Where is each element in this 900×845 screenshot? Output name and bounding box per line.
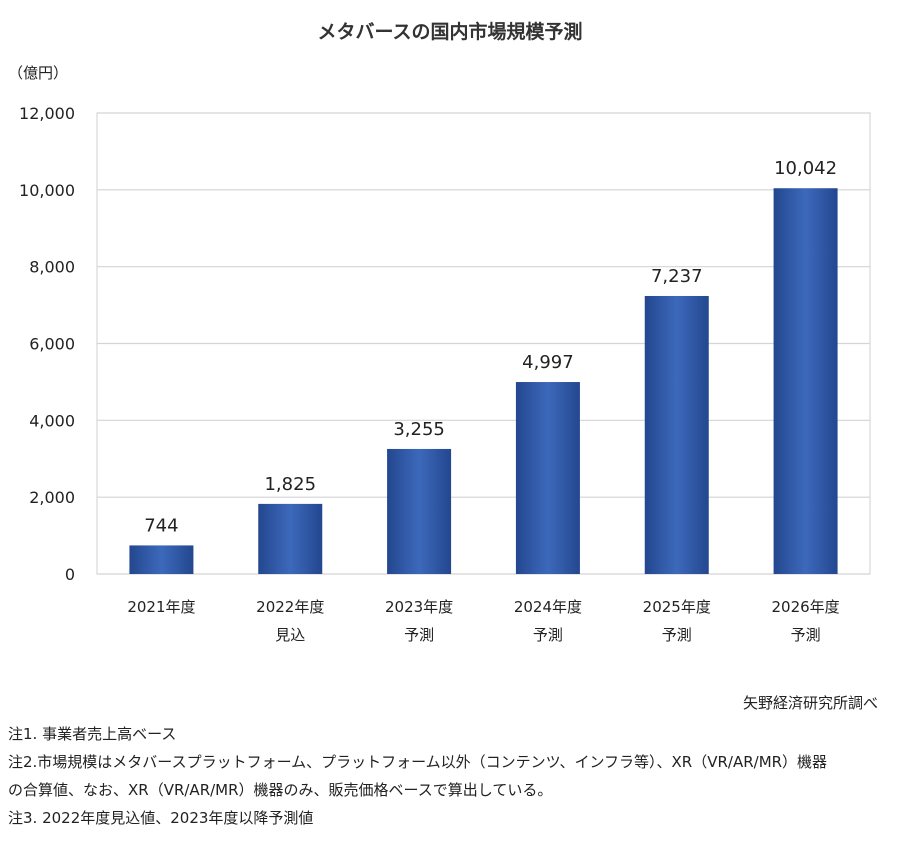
bar xyxy=(258,503,323,574)
bar xyxy=(515,382,580,574)
y-tick-label: 0 xyxy=(65,565,75,584)
note-3: 注3. 2022年度見込値、2023年度以降予測値 xyxy=(8,809,314,827)
y-tick-label: 8,000 xyxy=(29,258,75,277)
bar xyxy=(129,545,194,574)
x-tick-sublabel: 予測 xyxy=(791,626,821,644)
x-tick-label: 2025年度 xyxy=(643,598,711,616)
data-label: 10,042 xyxy=(774,158,837,179)
x-tick-sublabel: 予測 xyxy=(404,626,434,644)
data-label: 3,255 xyxy=(393,419,445,440)
x-tick-sublabel: 見込 xyxy=(275,626,305,644)
note-2-cont: の合算値、なお、XR（VR/AR/MR）機器のみ、販売価格ベースで算出している。 xyxy=(8,781,553,799)
y-tick-label: 10,000 xyxy=(19,181,75,200)
bar xyxy=(644,295,709,574)
data-label: 1,825 xyxy=(264,474,316,495)
bar xyxy=(773,188,838,574)
y-axis-label: （億円） xyxy=(8,64,68,82)
notes: 注1. 事業者売上高ベース 注2.市場規模はメタバースプラットフォーム、プラット… xyxy=(8,720,827,832)
y-tick-label: 2,000 xyxy=(29,488,75,507)
y-tick-label: 4,000 xyxy=(29,411,75,430)
y-tick-label: 6,000 xyxy=(29,335,75,354)
chart-title: メタバースの国内市場規模予測 xyxy=(317,20,582,43)
bar xyxy=(387,448,452,574)
x-tick-sublabel: 予測 xyxy=(533,626,563,644)
note-1: 注1. 事業者売上高ベース xyxy=(8,725,177,743)
y-tick-label: 12,000 xyxy=(19,104,75,123)
x-tick-sublabel: 予測 xyxy=(662,626,692,644)
x-tick-label: 2021年度 xyxy=(127,598,195,616)
x-tick-label: 2022年度 xyxy=(256,598,324,616)
note-2: 注2.市場規模はメタバースプラットフォーム、プラットフォーム以外（コンテンツ、イ… xyxy=(8,753,828,771)
data-label: 744 xyxy=(144,515,178,536)
x-tick-label: 2026年度 xyxy=(771,598,839,616)
source-credit: 矢野経済研究所調べ xyxy=(742,694,878,712)
data-label: 7,237 xyxy=(651,266,703,287)
x-tick-label: 2024年度 xyxy=(514,598,582,616)
x-tick-label: 2023年度 xyxy=(385,598,453,616)
data-label: 4,997 xyxy=(522,352,574,373)
